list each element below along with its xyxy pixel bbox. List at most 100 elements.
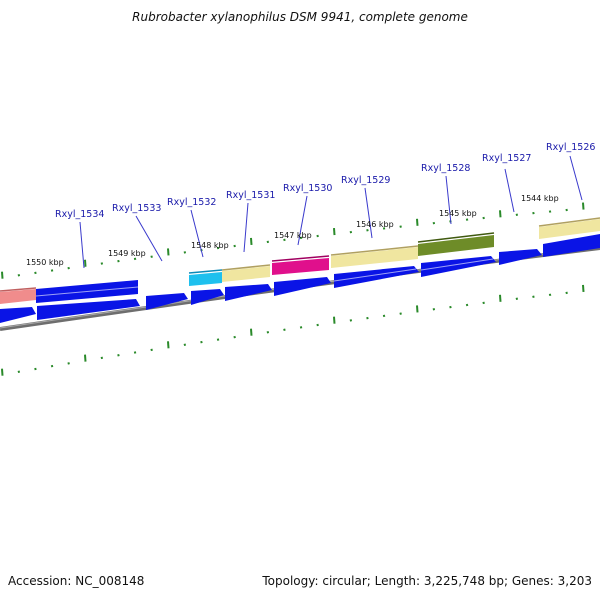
minor-tick (34, 367, 37, 371)
minor-tick (399, 312, 402, 315)
minor-tick (183, 343, 187, 346)
cds-feature-olive (418, 235, 494, 256)
minor-tick (382, 227, 386, 230)
accession-text: Accession: NC_008148 (8, 574, 145, 588)
minor-tick (465, 218, 469, 221)
minor-tick (233, 244, 236, 248)
kbp-label: 1548 kbp (191, 241, 229, 250)
minor-tick (150, 255, 153, 258)
major-tick (250, 328, 253, 336)
minor-tick (366, 316, 369, 320)
major-tick (582, 284, 585, 293)
cds-feature-cyan (189, 272, 222, 286)
minor-tick (548, 293, 552, 297)
gene-label: Rxyl_1534 (55, 209, 104, 220)
minor-tick (482, 216, 485, 220)
minor-tick (349, 319, 353, 322)
major-tick (84, 259, 87, 267)
major-tick (84, 354, 87, 362)
gene-arrow (543, 234, 600, 257)
major-tick (499, 294, 502, 302)
minor-tick (17, 370, 21, 374)
kbp-label: 1546 kbp (356, 220, 394, 229)
minor-tick (34, 271, 37, 275)
gene-row-lower (0, 299, 140, 323)
minor-tick (17, 274, 21, 277)
minor-tick (565, 291, 568, 295)
minor-tick (399, 225, 402, 228)
gene-arrow (421, 256, 496, 277)
minor-tick (432, 221, 436, 225)
gene-arrow (499, 249, 542, 265)
cds-feature-khaki (539, 219, 600, 239)
gene-arrow (0, 307, 36, 323)
minor-tick (382, 314, 386, 318)
gene-arrow (37, 299, 140, 320)
outer-tick-track (1, 202, 585, 279)
cds-feature-salmon (0, 289, 36, 304)
minor-tick (233, 335, 236, 339)
minor-tick (299, 236, 303, 240)
gene-arrow (225, 284, 272, 301)
major-tick (167, 248, 170, 256)
minor-tick (133, 351, 137, 354)
gene-label: Rxyl_1530 (283, 183, 332, 194)
gene-label: Rxyl_1526 (546, 142, 595, 153)
minor-tick (50, 364, 54, 368)
gene-arrow (274, 277, 331, 296)
minor-tick (366, 229, 369, 232)
gene-arrow (191, 289, 224, 305)
minor-tick (449, 305, 452, 309)
minor-tick (117, 353, 120, 357)
minor-tick (548, 210, 552, 213)
kbp-label: 1550 kbp (26, 258, 64, 267)
major-tick (1, 271, 4, 279)
gene-arrow (334, 266, 419, 288)
minor-tick (565, 208, 568, 212)
inner-tick-track (1, 284, 585, 376)
cds-feature-khaki (331, 247, 418, 268)
minor-tick (432, 308, 436, 311)
major-tick (167, 341, 170, 349)
gene-row-upper (36, 234, 600, 310)
gene-arrow (146, 293, 188, 310)
minor-tick (100, 262, 104, 265)
major-tick (416, 305, 419, 313)
minor-tick (67, 362, 70, 365)
cds-feature-magenta (272, 258, 329, 275)
gene-label: Rxyl_1528 (421, 163, 470, 174)
minor-tick (216, 246, 220, 250)
kbp-label: 1547 kbp (274, 231, 312, 240)
minor-tick (200, 340, 203, 344)
minor-tick (316, 323, 319, 327)
minor-tick (216, 338, 220, 341)
major-tick (250, 237, 253, 245)
gene-label-callouts (79, 155, 583, 269)
major-tick (582, 202, 585, 210)
minor-tick (316, 234, 319, 238)
minor-tick (183, 251, 187, 254)
map-title: Rubrobacter xylanophilus DSM 9941, compl… (132, 10, 468, 24)
major-tick (1, 368, 4, 376)
genome-summary: Topology: circular; Length: 3,225,748 bp… (262, 574, 592, 588)
minor-tick (133, 257, 137, 261)
gene-label: Rxyl_1529 (341, 175, 390, 186)
minor-tick (67, 266, 70, 270)
minor-tick (532, 211, 535, 215)
cds-feature-track (0, 217, 600, 304)
minor-tick (266, 330, 270, 334)
gene-label: Rxyl_1532 (167, 197, 216, 208)
minor-tick (100, 356, 104, 360)
gene-label: Rxyl_1527 (482, 153, 531, 164)
minor-tick (465, 303, 469, 307)
gene-label: Rxyl_1531 (226, 190, 275, 201)
minor-tick (50, 269, 54, 272)
minor-tick (515, 297, 519, 301)
minor-tick (150, 348, 153, 352)
kbp-label: 1545 kbp (439, 209, 477, 218)
major-tick (499, 210, 502, 218)
minor-tick (299, 326, 303, 329)
major-tick (333, 316, 336, 324)
minor-tick (349, 230, 353, 234)
